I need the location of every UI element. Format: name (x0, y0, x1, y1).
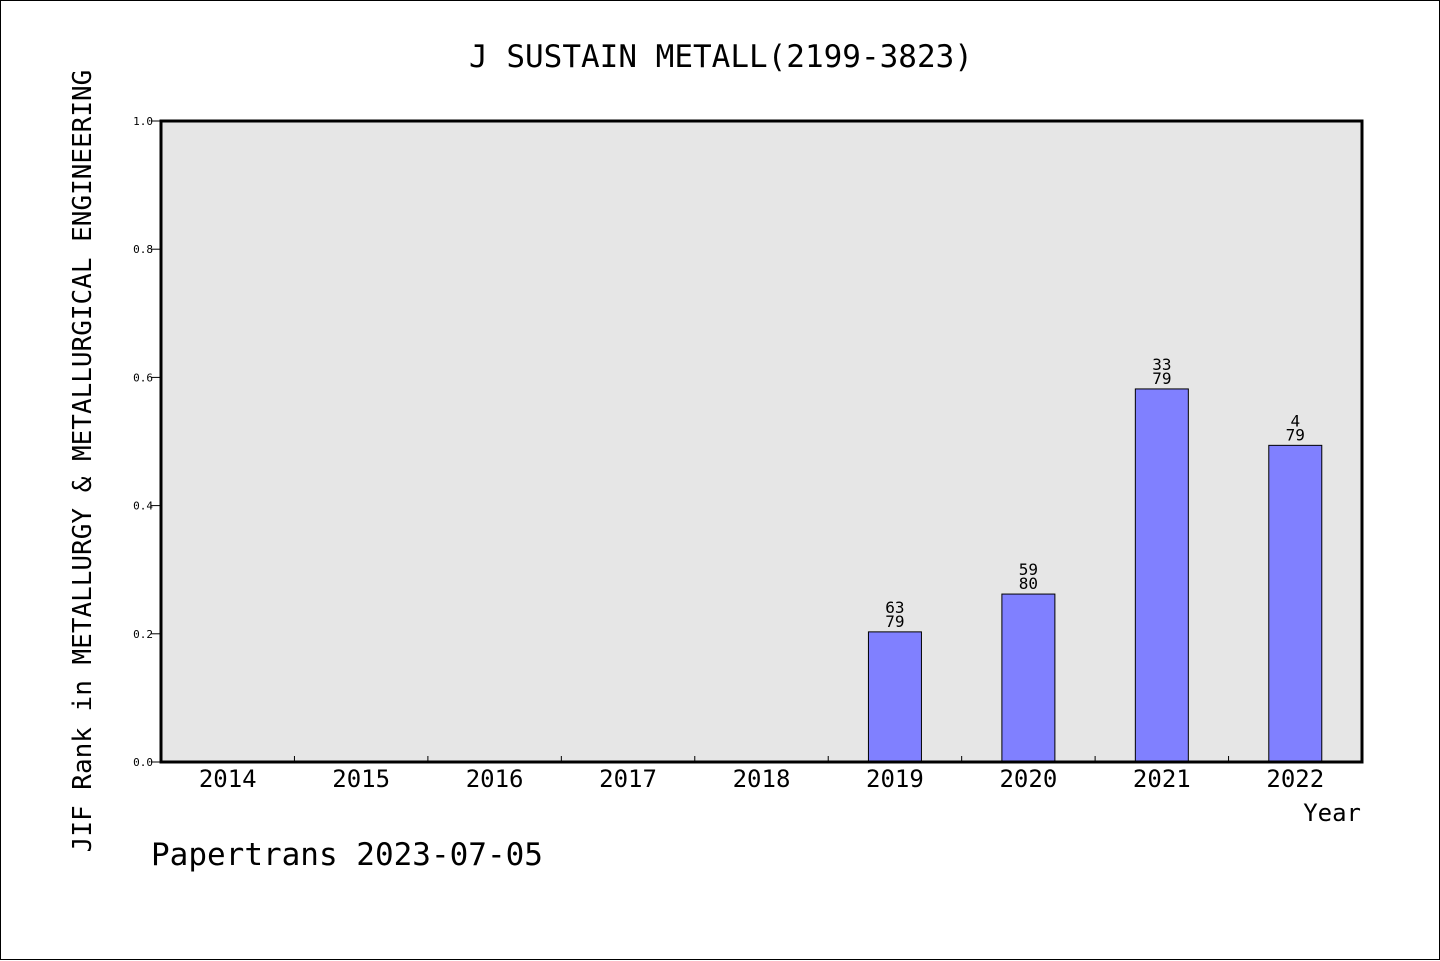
bar-total-label: 79 (1152, 369, 1171, 388)
y-tick-label: 0.4 (133, 500, 153, 513)
bar-total-label: 80 (1019, 574, 1038, 593)
y-tick-label: 0.0 (133, 756, 153, 769)
footer-stamp: Papertrans 2023-07-05 (151, 837, 543, 873)
y-tick-label: 0.6 (133, 371, 153, 384)
y-tick-label: 0.8 (133, 243, 153, 256)
bar-total-label: 79 (885, 612, 904, 631)
bar-rank-label: 33 (1152, 355, 1171, 374)
chart-title: J SUSTAIN METALL(2199-3823) (469, 39, 973, 75)
x-tick-label: 2021 (1133, 765, 1191, 793)
x-tick-label: 2020 (999, 765, 1057, 793)
plot-border (159, 119, 1364, 764)
bar (1268, 444, 1323, 763)
bar (867, 631, 922, 763)
y-tick-label: 1.0 (133, 115, 153, 128)
y-axis: 0.0 0.2 0.4 0.6 0.8 1.0 (133, 115, 161, 769)
x-tick-label: 2019 (866, 765, 924, 793)
x-tick-label: 2014 (199, 765, 257, 793)
x-tick-label: 2015 (332, 765, 390, 793)
bar-rank-label: 4 (1290, 411, 1300, 430)
bars-group (867, 388, 1323, 763)
bar (1001, 593, 1056, 763)
x-axis-label: Year (1303, 799, 1361, 827)
x-tick-label: 2022 (1266, 765, 1324, 793)
y-tick-label: 0.2 (133, 628, 153, 641)
bar (1134, 388, 1189, 763)
x-tick-label: 2017 (599, 765, 657, 793)
y-axis-label: JIF Rank in METALLURGY & METALLURGICAL E… (68, 70, 98, 853)
x-tick-label: 2016 (466, 765, 524, 793)
bar-total-label: 79 (1286, 425, 1305, 444)
x-tick-label: 2018 (733, 765, 791, 793)
x-axis: 2014 2015 2016 2017 2018 2019 2020 2021 2022 (199, 756, 1324, 793)
bar-rank-label: 59 (1019, 560, 1038, 579)
bar-rank-label: 63 (885, 598, 904, 617)
